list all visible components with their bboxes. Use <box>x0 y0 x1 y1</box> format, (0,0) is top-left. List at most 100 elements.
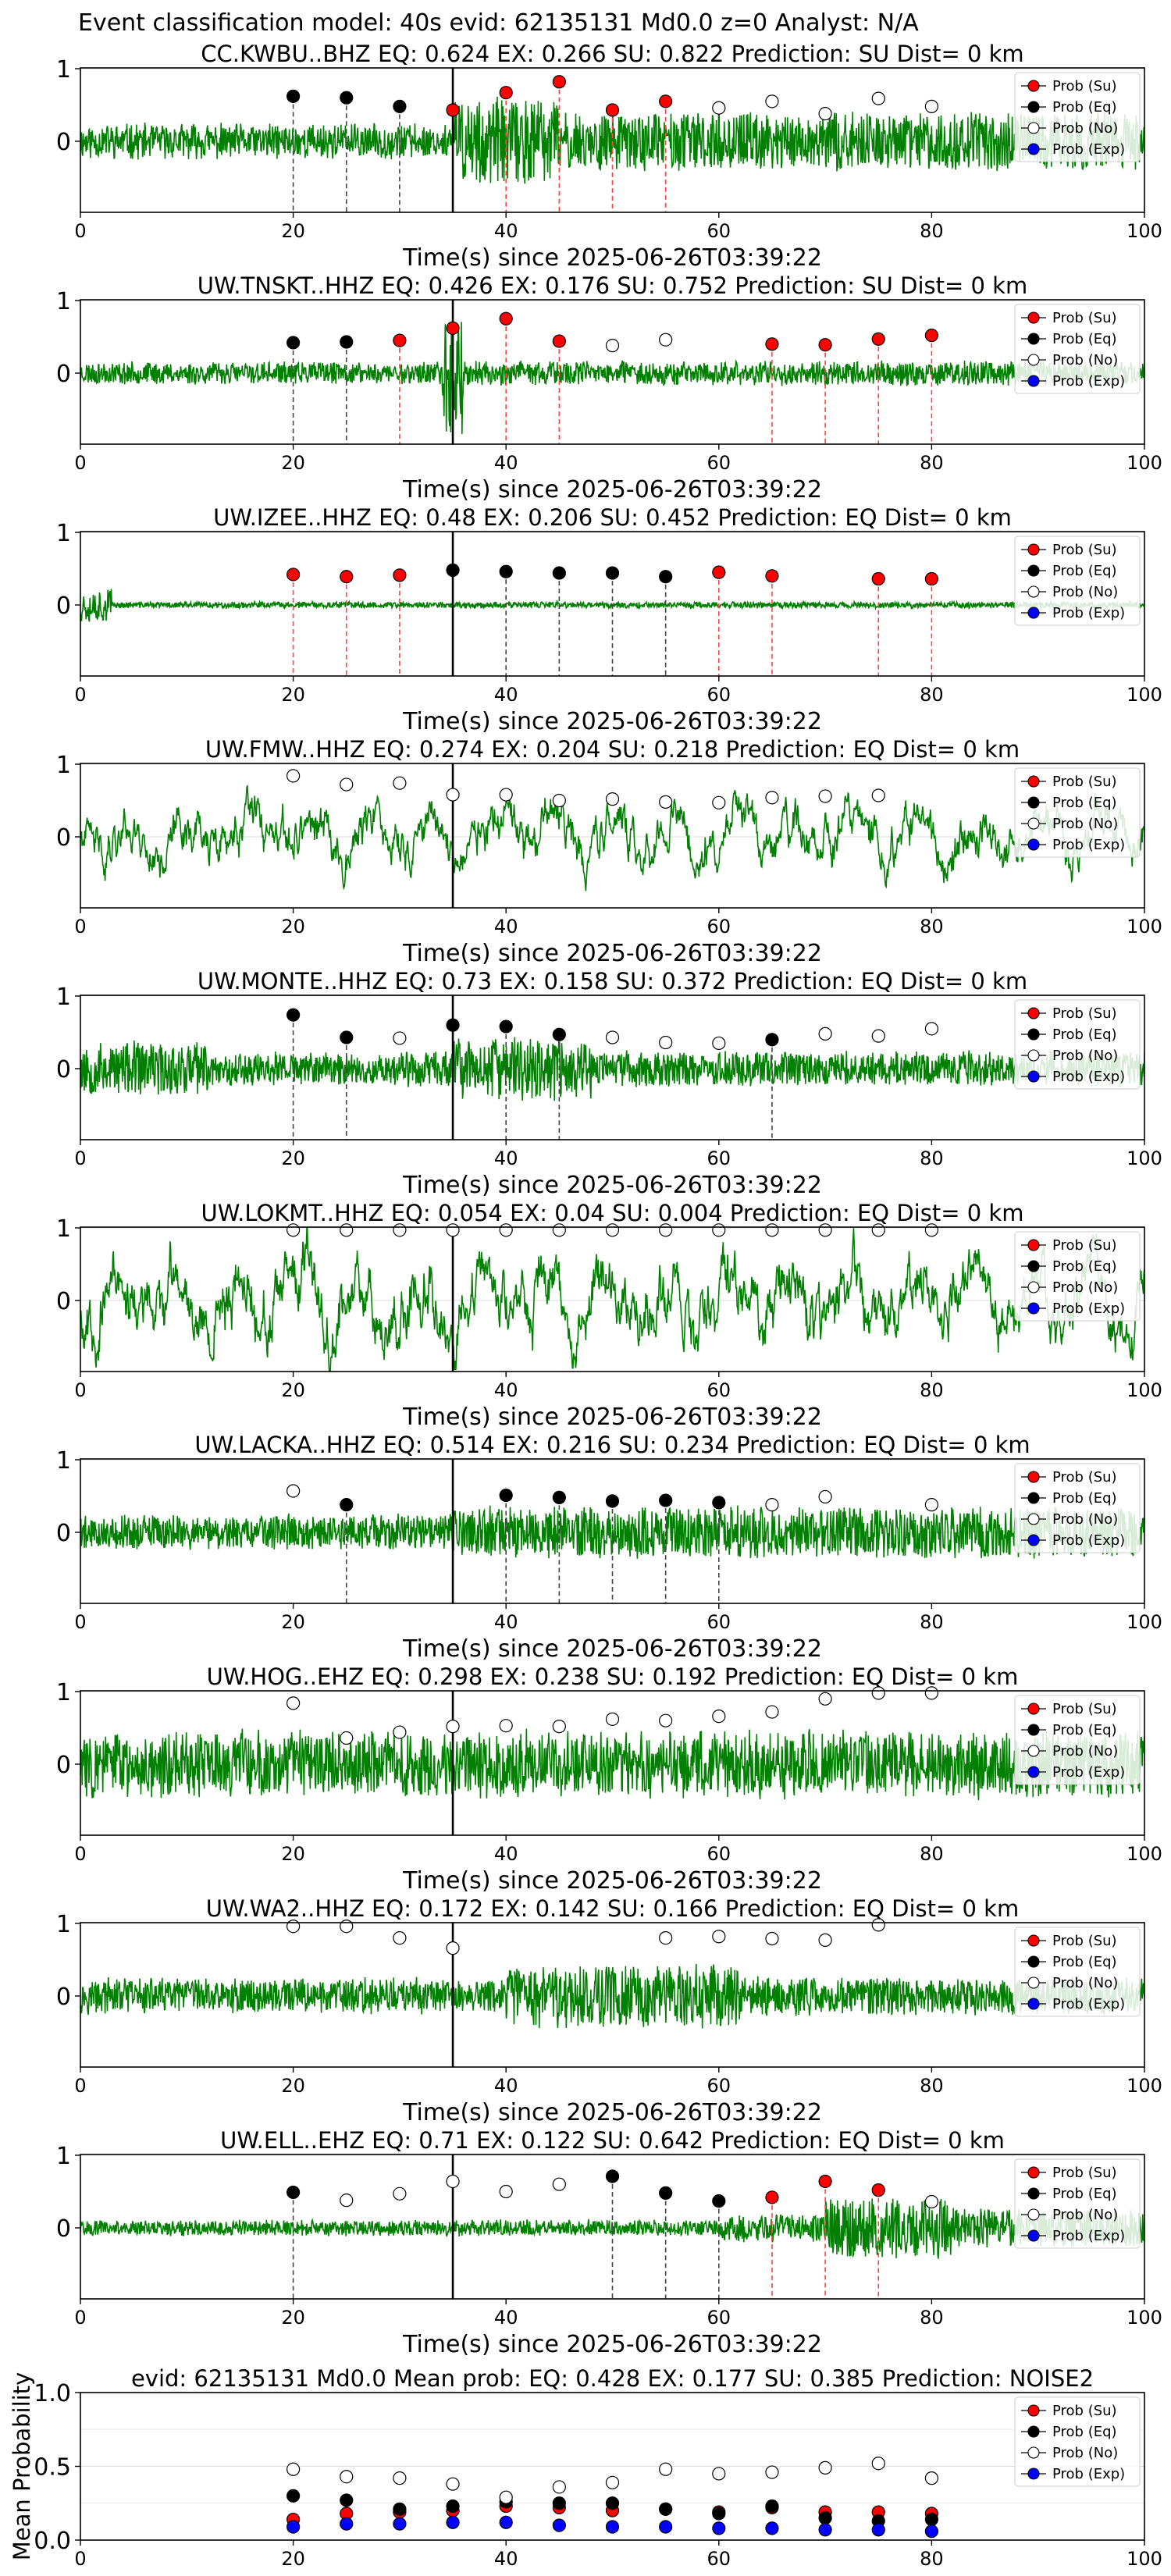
legend-marker-exp <box>1027 1998 1040 2010</box>
legend-label: Prob (No) <box>1052 816 1118 832</box>
prob-marker-su <box>818 338 832 352</box>
prob-marker-no <box>499 1719 513 1733</box>
legend-label: Prob (Exp) <box>1052 2228 1125 2244</box>
y-tick-label: 1 <box>56 1911 71 1938</box>
panel-title: UW.ELL..EHZ EQ: 0.71 EX: 0.122 SU: 0.642… <box>220 2127 1005 2154</box>
prob-marker-su <box>499 311 513 326</box>
legend-label: Prob (Eq) <box>1052 1026 1117 1043</box>
legend-marker-no <box>1027 1513 1040 1525</box>
station-panel-5: UW.MONTE..HHZ EQ: 0.73 EX: 0.158 SU: 0.3… <box>56 968 1162 1199</box>
prob-marker-su <box>446 103 460 117</box>
legend-marker-exp <box>1027 2467 1040 2480</box>
mean-marker-no <box>446 2477 460 2491</box>
mean-marker-no <box>552 2480 566 2494</box>
prob-marker-no <box>924 1498 939 1512</box>
legend-label: Prob (Eq) <box>1052 1258 1117 1275</box>
y-tick-label: 1 <box>56 1447 71 1475</box>
mean-marker-no <box>765 2465 779 2479</box>
x-tick-label: 60 <box>707 220 731 242</box>
prob-marker-no <box>340 1731 354 1745</box>
prob-marker-eq <box>552 566 566 580</box>
prob-marker-no <box>871 1223 885 1237</box>
x-tick-label: 80 <box>920 1379 944 1401</box>
x-tick-label: 0 <box>74 684 86 706</box>
axes-frame <box>80 1690 1145 1836</box>
x-tick-label: 0 <box>74 1379 86 1401</box>
prob-marker-no <box>393 1223 407 1237</box>
prob-marker-no <box>340 1920 354 1934</box>
y-tick-label: 0 <box>56 1984 71 2011</box>
mean-marker-eq <box>552 2496 566 2510</box>
y-tick-label: 1 <box>56 984 71 1011</box>
prob-marker-no <box>659 1713 673 1727</box>
x-tick-label: 80 <box>920 684 944 706</box>
legend-label: Prob (Exp) <box>1052 1300 1125 1317</box>
legend-label: Prob (Exp) <box>1052 1069 1125 1085</box>
mean-marker-eq <box>287 2489 301 2503</box>
legend-marker-eq <box>1027 796 1040 809</box>
waveform-trace <box>80 1963 1144 2029</box>
prob-marker-no <box>393 1931 407 1945</box>
x-tick-label: 60 <box>707 1379 731 1401</box>
station-panel-4: UW.FMW..HHZ EQ: 0.274 EX: 0.204 SU: 0.21… <box>56 736 1162 967</box>
legend-marker-eq <box>1027 333 1040 345</box>
mean-marker-exp <box>340 2517 354 2531</box>
prob-marker-su <box>871 2183 885 2197</box>
y-tick-label: 1 <box>56 56 71 84</box>
mean-marker-no <box>871 2457 885 2471</box>
legend-marker-no <box>1027 1281 1040 1293</box>
panel-title: CC.KWBU..BHZ EQ: 0.624 EX: 0.266 SU: 0.8… <box>201 41 1023 67</box>
axes-frame <box>80 1458 1145 1604</box>
mean-marker-eq <box>765 2499 779 2514</box>
prob-marker-su <box>340 570 354 584</box>
prob-marker-su <box>659 94 673 109</box>
x-axis-label: Time(s) since 2025-06-26T03:39:22 <box>402 1404 822 1431</box>
x-tick-label: 40 <box>494 916 518 938</box>
legend-marker-su <box>1027 2166 1040 2179</box>
legend-label: Prob (Exp) <box>1052 1532 1125 1549</box>
x-tick-label: 40 <box>494 2548 518 2570</box>
x-axis-label: Time(s) since 2025-06-26T03:39:22 <box>402 1867 822 1895</box>
station-panel-6: UW.LOKMT..HHZ EQ: 0.054 EX: 0.04 SU: 0.0… <box>56 1200 1162 1431</box>
legend-label: Prob (No) <box>1052 1511 1118 1528</box>
mean-marker-no <box>499 2490 513 2504</box>
prob-marker-no <box>871 91 885 105</box>
legend-label: Prob (Eq) <box>1052 1722 1117 1738</box>
legend-label: Prob (Eq) <box>1052 99 1117 116</box>
prob-marker-no <box>393 1031 407 1045</box>
prob-marker-no <box>924 99 939 113</box>
prob-marker-eq <box>393 99 407 113</box>
x-tick-label: 80 <box>920 2075 944 2097</box>
legend-marker-eq <box>1027 2187 1040 2200</box>
legend-marker-su <box>1027 1471 1040 1483</box>
prob-marker-no <box>765 1705 779 1719</box>
legend: Prob (Su) Prob (Eq) Prob (No) Prob (Exp) <box>1014 2396 1141 2487</box>
y-tick-label: 0 <box>56 361 71 388</box>
x-tick-label: 60 <box>707 2307 731 2329</box>
x-tick-label: 60 <box>707 2548 731 2570</box>
prob-marker-no <box>712 795 726 809</box>
panel-title: UW.HOG..EHZ EQ: 0.298 EX: 0.238 SU: 0.19… <box>207 1663 1019 1690</box>
prob-marker-no <box>871 1918 885 1932</box>
legend-marker-su <box>1027 1239 1040 1251</box>
legend-marker-exp <box>1027 143 1040 155</box>
prob-marker-eq <box>287 336 301 350</box>
prob-marker-no <box>924 2194 939 2209</box>
x-tick-label: 40 <box>494 1611 518 1633</box>
legend-box <box>1014 1695 1141 1785</box>
prob-marker-eq <box>765 1033 779 1047</box>
prob-marker-no <box>818 1933 832 1947</box>
panel-title: UW.FMW..HHZ EQ: 0.274 EX: 0.204 SU: 0.21… <box>205 736 1020 763</box>
legend: Prob (Su) Prob (Eq) Prob (No) Prob (Exp) <box>1014 2158 1141 2249</box>
legend-marker-exp <box>1027 1766 1040 1778</box>
y-tick-label: 0 <box>56 824 71 852</box>
waveform-trace <box>80 1728 1144 1801</box>
station-panel-1: CC.KWBU..BHZ EQ: 0.624 EX: 0.266 SU: 0.8… <box>56 41 1162 272</box>
x-axis-label: Time(s) since 2025-06-26T03:39:22 <box>402 1172 822 1199</box>
mean-marker-no <box>287 2462 301 2476</box>
legend-label: Prob (Su) <box>1052 774 1117 790</box>
legend-label: Prob (Eq) <box>1052 1954 1117 1970</box>
prob-marker-no <box>818 789 832 803</box>
legend-label: Prob (No) <box>1052 352 1118 368</box>
waveform-trace <box>80 1037 1144 1101</box>
